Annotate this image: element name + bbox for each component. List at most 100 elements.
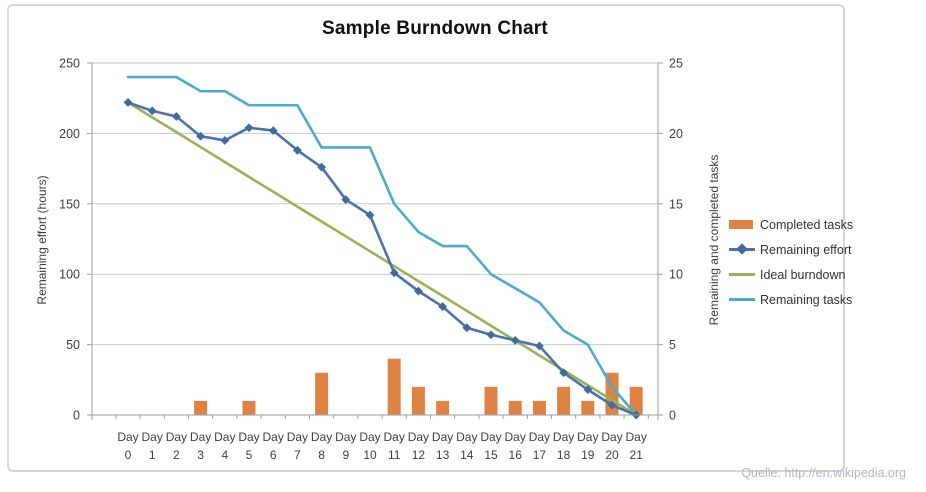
- legend-label: Completed tasks: [760, 217, 854, 232]
- legend-item-completed-tasks: Completed tasks: [729, 212, 853, 237]
- x-axis-label-number: 11: [388, 448, 401, 462]
- ideal-burndown-line: [126, 101, 638, 417]
- x-axis-label-number: 12: [412, 448, 426, 462]
- left-axis-tick-label: 100: [59, 268, 80, 282]
- bar-day-21: [629, 386, 643, 415]
- x-axis-label-word: Day: [480, 430, 501, 444]
- remaining-effort-marker: [510, 335, 520, 345]
- legend-label: Remaining tasks: [760, 292, 853, 307]
- x-axis-label-word: Day: [626, 430, 647, 444]
- remaining-tasks-line: [126, 75, 638, 417]
- x-axis-label-word: Day: [577, 430, 598, 444]
- x-axis-label-word: Day: [601, 430, 622, 444]
- remaining-effort-marker: [389, 268, 399, 278]
- legend-label: Remaining effort: [760, 242, 852, 257]
- x-axis-label-number: 21: [630, 448, 644, 462]
- x-axis-label-number: 13: [436, 448, 450, 462]
- x-axis-label-word: Day: [553, 430, 574, 444]
- x-axis-label-number: 14: [460, 448, 474, 462]
- left-axis-tick-label: 200: [59, 127, 80, 141]
- remaining-effort-marker: [220, 136, 230, 145]
- ideal-burndown-swatch-icon: [729, 273, 755, 276]
- right-axis-tick-label: 0: [669, 409, 676, 423]
- x-axis-label-number: 2: [173, 448, 180, 462]
- remaining-effort-marker: [317, 162, 326, 172]
- x-axis-label-word: Day: [263, 430, 284, 444]
- x-axis-label-word: Day: [408, 430, 429, 444]
- bar-day-12: [411, 386, 425, 415]
- remaining-effort-marker: [244, 123, 254, 133]
- x-axis-label-number: 20: [605, 448, 619, 462]
- remaining-effort-marker: [414, 286, 423, 296]
- remaining-effort-marker: [365, 210, 375, 220]
- x-axis-label-number: 16: [509, 448, 523, 462]
- x-axis-label-number: 6: [270, 448, 277, 462]
- x-axis-label-number: 9: [342, 448, 349, 462]
- x-axis-label-number: 3: [197, 448, 204, 462]
- remaining-effort-marker: [293, 145, 302, 155]
- remaining-effort-marker: [559, 368, 568, 378]
- left-axis-tick-label: 150: [59, 197, 80, 211]
- bar-day-3: [194, 400, 208, 415]
- remaining-effort-marker: [268, 126, 278, 135]
- x-axis-label-word: Day: [190, 430, 211, 444]
- right-axis-tick-label: 10: [669, 268, 683, 282]
- x-axis-label-number: 15: [484, 448, 498, 462]
- x-axis-label-word: Day: [287, 430, 308, 444]
- legend-label: Ideal burndown: [760, 267, 846, 282]
- x-axis-label-word: Day: [505, 430, 526, 444]
- left-axis-tick-label: 250: [59, 57, 80, 71]
- x-axis-label-number: 8: [318, 448, 325, 462]
- remaining-effort-marker: [196, 131, 205, 141]
- x-axis-label-word: Day: [359, 430, 380, 444]
- diamond-marker-icon: [736, 243, 748, 255]
- x-axis-label-number: 17: [533, 448, 547, 462]
- right-axis-tick-label: 20: [669, 127, 683, 141]
- x-axis-label-number: 5: [246, 448, 253, 462]
- x-axis-label-word: Day: [456, 430, 477, 444]
- x-axis-label-word: Day: [384, 430, 405, 444]
- x-axis-label-number: 1: [149, 448, 156, 462]
- chart-legend: Completed tasks Remaining effort Ideal b…: [729, 212, 853, 312]
- x-axis-label-word: Day: [117, 430, 138, 444]
- bar-day-13: [436, 400, 450, 415]
- bar-day-15: [484, 386, 498, 415]
- remaining-effort-marker: [438, 302, 447, 311]
- left-axis-tick-label: 0: [73, 409, 80, 423]
- legend-item-remaining-tasks: Remaining tasks: [729, 287, 853, 312]
- bar-day-18: [557, 386, 571, 415]
- right-axis-tick-label: 25: [669, 57, 683, 71]
- right-axis-tick-label: 5: [669, 338, 676, 352]
- remaining-effort-marker: [462, 323, 472, 333]
- x-axis-label-number: 0: [125, 448, 132, 462]
- remaining-effort-marker: [123, 98, 133, 107]
- x-axis-label-word: Day: [238, 430, 259, 444]
- x-axis-label-number: 10: [363, 448, 377, 462]
- chart-frame: [7, 4, 845, 472]
- chart-title: Sample Burndown Chart: [322, 18, 548, 39]
- bar-day-11: [387, 358, 401, 415]
- x-axis-label-word: Day: [311, 430, 332, 444]
- remaining-effort-marker: [172, 112, 181, 121]
- remaining-effort-marker: [341, 195, 351, 204]
- bar-day-16: [508, 400, 522, 415]
- remaining-effort-swatch-icon: [729, 243, 755, 255]
- x-axis-label-word: Day: [529, 430, 550, 444]
- remaining-effort-marker: [583, 385, 593, 395]
- left-axis-tick-label: 50: [66, 338, 80, 352]
- remaining-effort-marker: [607, 400, 617, 410]
- legend-item-remaining-effort: Remaining effort: [729, 237, 853, 262]
- remaining-effort-marker: [486, 330, 496, 340]
- right-axis-tick-label: 15: [669, 197, 683, 211]
- x-axis-label-number: 19: [581, 448, 595, 462]
- legend-item-ideal-burndown: Ideal burndown: [729, 262, 853, 287]
- bar-day-5: [242, 400, 256, 415]
- left-axis-title: Remaining effort (hours): [35, 175, 49, 305]
- x-axis-label-word: Day: [166, 430, 187, 444]
- bar-day-17: [532, 400, 546, 415]
- x-axis-label-word: Day: [142, 430, 163, 444]
- x-axis-label-word: Day: [214, 430, 235, 444]
- x-axis-label-word: Day: [335, 430, 356, 444]
